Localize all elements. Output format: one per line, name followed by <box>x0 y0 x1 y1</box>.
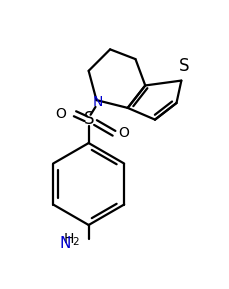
Text: H: H <box>63 231 73 246</box>
Text: N: N <box>59 236 71 251</box>
Text: N: N <box>92 95 103 109</box>
Text: S: S <box>83 110 94 129</box>
Text: O: O <box>117 126 128 140</box>
Text: S: S <box>178 57 188 75</box>
Text: O: O <box>55 107 66 121</box>
Text: 2: 2 <box>72 237 78 247</box>
